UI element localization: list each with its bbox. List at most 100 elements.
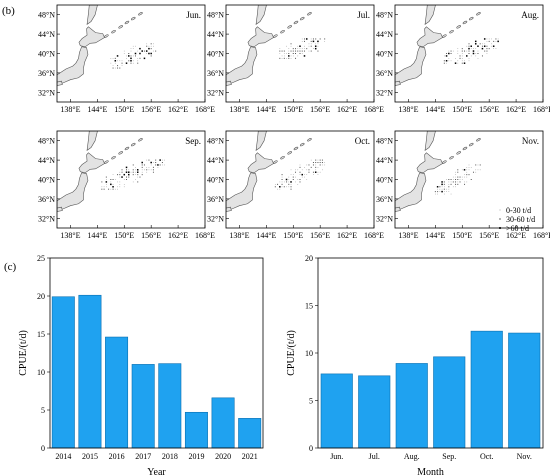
cpue-point — [304, 174, 305, 175]
cpue-point — [464, 181, 465, 183]
cpue-point — [128, 55, 130, 57]
y-tick-label: 5 — [309, 397, 313, 406]
lat-tick-label: 36°N — [38, 69, 55, 78]
cpue-point — [286, 58, 287, 59]
cpue-point — [139, 47, 141, 50]
cpue-point — [488, 40, 490, 42]
cpue-point — [450, 50, 452, 52]
cpue-point — [274, 184, 276, 185]
cpue-point — [317, 167, 319, 168]
kuril-island — [104, 34, 109, 38]
lon-tick-label: 150°E — [452, 105, 472, 114]
cpue-point — [136, 169, 139, 171]
cpue-point — [125, 171, 128, 173]
cpue-point — [141, 164, 143, 166]
cpue-point — [434, 191, 436, 193]
cpue-point — [303, 50, 305, 52]
map-panel-3: 48°N 44°N 40°N 36°N 32°N 138°E 144°E 150°E 156°E… — [376, 4, 550, 114]
cpue-point — [475, 55, 477, 57]
cpue-point — [281, 179, 283, 180]
cpue-point — [308, 164, 310, 166]
cpue-point — [484, 50, 486, 52]
kuril-island — [456, 151, 461, 155]
coastline — [57, 5, 143, 86]
map-month-label: Sep. — [185, 136, 201, 146]
cpue-point — [314, 47, 317, 50]
cpue-point — [290, 55, 292, 57]
kuril-island — [273, 160, 278, 164]
cpue-point — [281, 55, 283, 57]
lat-tick-label: 32°N — [38, 88, 55, 97]
coastline — [226, 131, 312, 212]
cpue-point — [299, 53, 301, 54]
cpue-point — [161, 162, 163, 164]
cpue-point — [148, 52, 150, 55]
cpue-point — [468, 60, 470, 62]
cpue-point — [137, 181, 139, 183]
cpue-point — [436, 186, 439, 188]
cpue-point — [470, 48, 472, 49]
kuril-island — [456, 25, 461, 29]
coastline — [57, 131, 143, 212]
cpue-point — [101, 188, 103, 190]
cpue-point — [144, 169, 145, 171]
cpue-point — [286, 53, 287, 54]
cpue-point — [452, 181, 454, 183]
cpue-point — [112, 58, 114, 59]
cpue-point — [116, 55, 119, 57]
x-axis-label: Year — [147, 467, 166, 475]
legend-swatch — [499, 218, 501, 220]
cpue-point — [150, 52, 152, 55]
cpue-point — [150, 43, 152, 45]
coastline — [395, 5, 481, 86]
cpue-point — [123, 173, 126, 176]
cpue-point — [157, 167, 159, 168]
x-tick-label: 2015 — [82, 452, 98, 461]
cpue-point — [479, 43, 481, 45]
cpue-point — [130, 55, 132, 57]
cpue-point — [446, 179, 447, 180]
cpue-point — [119, 174, 121, 176]
cpue-point — [288, 179, 290, 180]
x-tick-label: 2019 — [188, 452, 204, 461]
bar — [508, 332, 541, 449]
lat-tick-label: 48°N — [207, 137, 224, 146]
cpue-point — [297, 184, 299, 185]
cpue-point — [491, 45, 492, 47]
cpue-point — [464, 50, 466, 52]
land-honshu — [57, 46, 89, 86]
cpue-point — [114, 67, 116, 69]
cpue-point — [103, 188, 105, 190]
cpue-point — [141, 174, 143, 176]
cpue-point — [162, 164, 163, 166]
cpue-point — [477, 169, 479, 171]
cpue-point — [450, 181, 452, 183]
cpue-point — [459, 179, 461, 180]
cpue-point — [322, 169, 323, 171]
cpue-point — [470, 179, 472, 180]
cpue-point — [463, 169, 466, 171]
lon-tick-label: 156°E — [310, 231, 330, 240]
cpue-point — [281, 176, 283, 178]
cpue-point — [324, 162, 326, 163]
cpue-point — [288, 186, 290, 188]
lon-tick-label: 168°E — [533, 105, 550, 114]
cpue-point — [495, 38, 497, 40]
cpue-point — [443, 62, 445, 64]
cpue-points — [101, 159, 165, 190]
lon-tick-label: 144°E — [87, 105, 107, 114]
cpue-point — [461, 176, 463, 178]
cpue-point — [461, 48, 463, 50]
cpue-point — [292, 179, 294, 180]
lon-tick-label: 150°E — [283, 231, 303, 240]
cpue-point — [117, 67, 119, 69]
cpue-point — [470, 167, 472, 168]
cpue-point — [135, 179, 136, 180]
cpue-point — [148, 45, 150, 47]
cpue-point — [468, 174, 470, 176]
cpue-point — [486, 48, 488, 50]
cpue-point — [446, 188, 447, 190]
cpue-point — [317, 162, 319, 164]
cpue-point — [457, 181, 459, 183]
cpue-point — [319, 164, 321, 166]
